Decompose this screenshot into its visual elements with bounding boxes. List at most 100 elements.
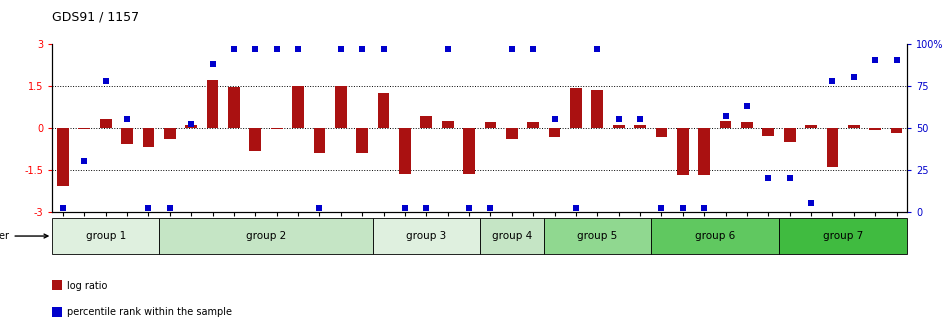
Point (440, 46, 455, 51)
Bar (228, 87, 239, 128)
Bar (484, 122, 496, 128)
Bar (806, 125, 817, 128)
Point (547, 117, 562, 122)
Bar (527, 122, 539, 128)
Bar (250, 128, 261, 152)
Bar (869, 128, 881, 130)
Bar (164, 128, 176, 139)
Bar (549, 128, 560, 137)
Bar (698, 128, 710, 175)
Bar (185, 125, 197, 128)
Text: group 3: group 3 (407, 231, 446, 241)
Bar (891, 128, 902, 133)
Point (761, 175, 776, 181)
Bar (57, 128, 68, 186)
Point (739, 103, 754, 109)
Bar (52, 307, 63, 317)
Text: group 2: group 2 (246, 231, 286, 241)
Point (590, 46, 605, 51)
Bar (720, 121, 732, 128)
Point (354, 46, 370, 51)
Point (269, 46, 284, 51)
Point (120, 117, 135, 122)
Bar (79, 128, 90, 129)
Bar (100, 119, 111, 128)
Bar (335, 86, 347, 128)
Point (162, 206, 178, 211)
Bar (741, 122, 752, 128)
Bar (314, 128, 325, 153)
Bar (293, 86, 304, 128)
Point (867, 58, 883, 63)
Bar (784, 128, 795, 142)
Bar (52, 280, 63, 290)
Point (825, 78, 840, 83)
Point (397, 206, 412, 211)
Point (226, 46, 241, 51)
Point (183, 122, 199, 127)
Text: GDS91 / 1157: GDS91 / 1157 (52, 10, 140, 23)
Point (504, 46, 520, 51)
Bar (613, 125, 624, 128)
Bar (442, 121, 453, 128)
FancyBboxPatch shape (543, 218, 651, 254)
Bar (506, 128, 518, 139)
Bar (763, 128, 774, 136)
Point (419, 206, 434, 211)
Bar (207, 80, 218, 128)
Point (312, 206, 327, 211)
Point (611, 117, 626, 122)
Point (568, 206, 583, 211)
Point (55, 206, 70, 211)
Bar (122, 128, 133, 144)
Bar (592, 90, 603, 128)
Point (889, 58, 904, 63)
Text: other: other (0, 231, 48, 241)
Bar (570, 88, 581, 128)
Point (525, 46, 541, 51)
Bar (635, 125, 646, 128)
Bar (848, 125, 860, 128)
Point (483, 206, 498, 211)
FancyBboxPatch shape (779, 218, 907, 254)
Point (782, 175, 797, 181)
Point (633, 117, 648, 122)
Text: log ratio: log ratio (67, 281, 107, 291)
Point (846, 75, 862, 80)
Point (333, 46, 349, 51)
Point (804, 201, 819, 206)
Point (696, 206, 712, 211)
Bar (421, 117, 432, 128)
Bar (142, 128, 154, 147)
Text: group 5: group 5 (578, 231, 618, 241)
FancyBboxPatch shape (52, 218, 160, 254)
Point (205, 61, 220, 67)
FancyBboxPatch shape (160, 218, 372, 254)
Point (675, 206, 691, 211)
Bar (271, 128, 282, 129)
FancyBboxPatch shape (372, 218, 480, 254)
Point (77, 159, 92, 164)
Text: group 6: group 6 (694, 231, 735, 241)
Point (654, 206, 669, 211)
Text: group 7: group 7 (823, 231, 864, 241)
FancyBboxPatch shape (651, 218, 779, 254)
Point (376, 46, 391, 51)
Point (98, 78, 113, 83)
Point (141, 206, 156, 211)
Bar (356, 128, 368, 153)
Point (248, 46, 263, 51)
Bar (464, 128, 475, 174)
Point (718, 113, 733, 119)
Text: percentile rank within the sample: percentile rank within the sample (67, 307, 232, 318)
Bar (656, 128, 667, 137)
Point (291, 46, 306, 51)
Bar (826, 128, 838, 167)
Bar (378, 93, 390, 128)
Bar (677, 128, 689, 175)
Point (462, 206, 477, 211)
Text: group 1: group 1 (86, 231, 125, 241)
Text: group 4: group 4 (492, 231, 532, 241)
Bar (399, 128, 410, 174)
FancyBboxPatch shape (480, 218, 543, 254)
